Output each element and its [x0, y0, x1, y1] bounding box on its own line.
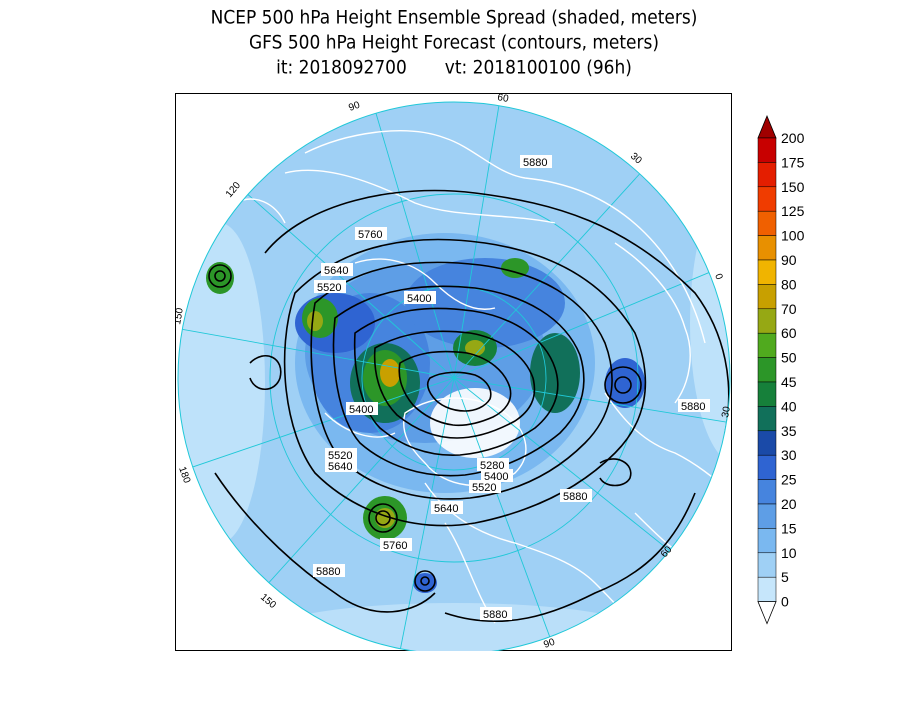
- chart-title-block: NCEP 500 hPa Height Ensemble Spread (sha…: [0, 6, 908, 81]
- colorbar-tick-label: 15: [781, 520, 797, 536]
- contour-label: 5400: [404, 291, 436, 305]
- contour-label: 5880: [560, 489, 592, 503]
- colorbar-tick-label: 0: [781, 594, 789, 610]
- contour-label: 5640: [321, 263, 353, 277]
- colorbar: 2001751501251009080706050454035302520151…: [757, 114, 805, 625]
- svg-text:5400: 5400: [349, 404, 373, 416]
- colorbar-swatch: [757, 284, 777, 310]
- colorbar-tick-label: 5: [781, 569, 789, 585]
- init-time-label: it: 2018092700: [276, 57, 407, 79]
- lon-label: 30: [628, 151, 644, 167]
- colorbar-max-arrow: [757, 114, 777, 139]
- colorbar-tick-label: 80: [781, 276, 797, 292]
- svg-text:5760: 5760: [383, 540, 407, 552]
- colorbar-swatch: [757, 454, 777, 480]
- colorbar-tick-label: 175: [781, 154, 805, 170]
- svg-text:5400: 5400: [407, 293, 431, 305]
- colorbar-swatch: [757, 308, 777, 334]
- colorbar-tick-label: 60: [781, 325, 797, 341]
- colorbar-tick-label: 40: [781, 398, 797, 414]
- contour-label: 5640: [431, 501, 463, 515]
- svg-text:5880: 5880: [681, 401, 705, 413]
- colorbar-swatch: [757, 576, 777, 602]
- contour-label: 5520: [469, 480, 501, 494]
- colorbar-min-arrow: [757, 601, 777, 625]
- colorbar-tick-label: 150: [781, 179, 805, 195]
- lon-label: 60: [496, 93, 509, 105]
- colorbar-tick-label: 25: [781, 472, 797, 488]
- colorbar-tick-label: 200: [781, 130, 805, 146]
- lon-label: 30: [720, 405, 732, 418]
- contour-label: 5880: [313, 564, 345, 578]
- svg-text:5640: 5640: [434, 503, 458, 515]
- colorbar-swatches: [757, 114, 777, 625]
- svg-text:5520: 5520: [472, 482, 496, 494]
- colorbar-tick-label: 30: [781, 447, 797, 463]
- contour-label: 5520: [314, 280, 346, 294]
- colorbar-swatch: [757, 430, 777, 456]
- lon-label: 180: [176, 465, 192, 485]
- colorbar-swatch: [757, 357, 777, 383]
- contour-label: 5760: [380, 538, 412, 552]
- colorbar-tick-label: 70: [781, 301, 797, 317]
- title-line-3: it: 2018092700 vt: 2018100100 (96h): [0, 55, 908, 82]
- colorbar-tick-label: 100: [781, 228, 805, 244]
- colorbar-swatch: [757, 259, 777, 285]
- colorbar-swatch: [757, 162, 777, 188]
- colorbar-swatch: [757, 332, 777, 358]
- lon-label: 90: [347, 100, 362, 114]
- height-contours: [208, 189, 730, 623]
- svg-text:5880: 5880: [316, 566, 340, 578]
- map-disc-outline: [177, 101, 731, 651]
- lon-label: 120: [224, 180, 243, 200]
- graticule: [178, 102, 730, 651]
- colorbar-swatch: [757, 528, 777, 554]
- svg-text:5880: 5880: [523, 157, 547, 169]
- contour-label: 5880: [480, 607, 512, 621]
- title-line-1: NCEP 500 hPa Height Ensemble Spread (sha…: [210, 7, 698, 29]
- svg-text:5640: 5640: [324, 265, 348, 277]
- svg-text:5520: 5520: [317, 282, 341, 294]
- title-line-2: GFS 500 hPa Height Forecast (contours, m…: [249, 32, 659, 54]
- svg-text:5640: 5640: [328, 461, 352, 473]
- colorbar-labels: 2001751501251009080706050454035302520151…: [781, 130, 805, 610]
- colorbar-tick-label: 90: [781, 252, 797, 268]
- contour-label: 5760: [355, 227, 387, 241]
- lon-label: 0: [712, 272, 724, 281]
- contour-label: 5880: [520, 155, 552, 169]
- colorbar-swatch: [757, 137, 777, 163]
- lon-label: 90: [542, 637, 557, 651]
- contour-label: 5880: [678, 399, 710, 413]
- svg-text:5880: 5880: [483, 609, 507, 621]
- contour-label: 5400: [346, 402, 378, 416]
- colorbar-swatch: [757, 381, 777, 407]
- colorbar-tick-label: 35: [781, 423, 797, 439]
- contour-label: 5640: [325, 459, 357, 473]
- polar-map: 5880 5760 5640 5520 5400 5400 5520 5640 …: [175, 93, 732, 651]
- colorbar-swatch: [757, 406, 777, 432]
- colorbar-swatch: [757, 479, 777, 505]
- colorbar-swatch: [757, 552, 777, 578]
- contour-labels: 5880 5760 5640 5520 5400 5400 5520 5640 …: [313, 155, 710, 621]
- colorbar-swatch: [757, 186, 777, 212]
- valid-time-label: vt: 2018100100 (96h): [444, 57, 632, 79]
- lon-label: 150: [175, 307, 186, 326]
- coastlines: [234, 130, 730, 649]
- colorbar-tick-label: 50: [781, 350, 797, 366]
- svg-text:5880: 5880: [563, 491, 587, 503]
- svg-text:5760: 5760: [358, 229, 382, 241]
- colorbar-tick-label: 10: [781, 545, 797, 561]
- colorbar-tick-label: 20: [781, 496, 797, 512]
- colorbar-tick-label: 45: [781, 374, 797, 390]
- colorbar-tick-label: 125: [781, 203, 805, 219]
- colorbar-swatch: [757, 503, 777, 529]
- colorbar-swatch: [757, 235, 777, 261]
- lon-label: 150: [258, 592, 278, 611]
- colorbar-swatch: [757, 210, 777, 236]
